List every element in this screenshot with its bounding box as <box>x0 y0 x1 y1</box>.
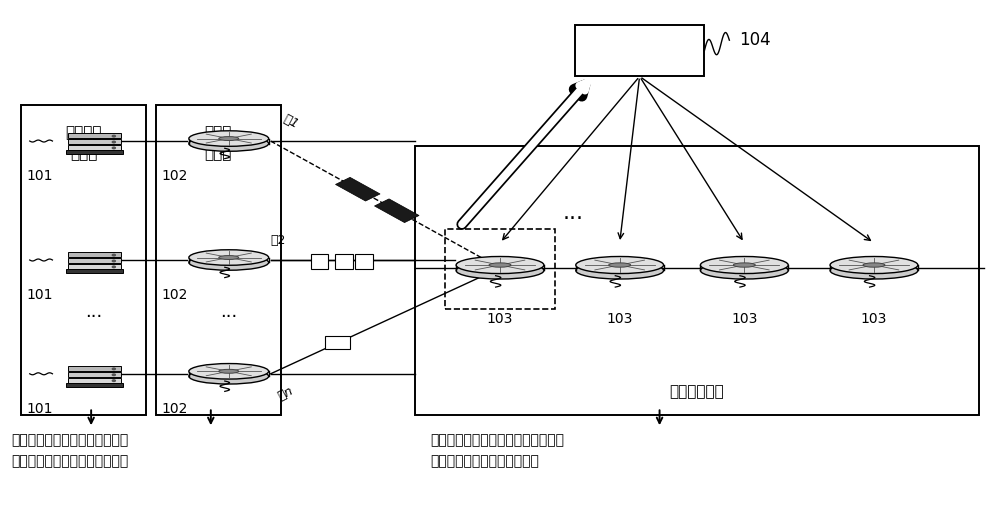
Circle shape <box>112 380 115 382</box>
Ellipse shape <box>830 262 918 279</box>
Text: 由用户侧设备或上游设备确定流
量特征数据，携带在数据报文中: 由用户侧设备或上游设备确定流 量特征数据，携带在数据报文中 <box>11 433 129 468</box>
Ellipse shape <box>189 363 269 379</box>
Text: 流n: 流n <box>276 384 295 403</box>
Text: 101: 101 <box>26 289 53 303</box>
Text: ···: ··· <box>86 308 103 326</box>
FancyBboxPatch shape <box>68 366 121 371</box>
Text: 104: 104 <box>739 31 771 49</box>
FancyBboxPatch shape <box>68 252 121 257</box>
Text: 103: 103 <box>606 311 633 326</box>
Polygon shape <box>336 177 380 201</box>
FancyBboxPatch shape <box>68 264 121 269</box>
FancyBboxPatch shape <box>156 105 281 415</box>
FancyBboxPatch shape <box>311 254 328 269</box>
Ellipse shape <box>189 255 269 270</box>
FancyBboxPatch shape <box>335 254 353 269</box>
Circle shape <box>112 141 115 143</box>
Text: 流1: 流1 <box>281 112 300 131</box>
FancyBboxPatch shape <box>415 146 979 415</box>
FancyBboxPatch shape <box>66 383 123 386</box>
Circle shape <box>112 374 115 375</box>
FancyBboxPatch shape <box>68 145 121 150</box>
FancyBboxPatch shape <box>68 372 121 376</box>
Circle shape <box>112 135 115 137</box>
Ellipse shape <box>700 262 788 279</box>
Ellipse shape <box>576 256 664 274</box>
Ellipse shape <box>189 250 269 265</box>
Text: 多个用户
侧设备: 多个用户 侧设备 <box>65 125 102 162</box>
FancyBboxPatch shape <box>66 150 123 154</box>
FancyBboxPatch shape <box>355 254 373 269</box>
Ellipse shape <box>189 369 269 384</box>
FancyBboxPatch shape <box>66 269 123 273</box>
Circle shape <box>112 260 115 262</box>
FancyBboxPatch shape <box>68 139 121 144</box>
FancyBboxPatch shape <box>68 133 121 138</box>
Text: 102: 102 <box>161 402 187 416</box>
Text: 由网络节点根据数据报文携带的流量
特征数据，确定数据转发策略: 由网络节点根据数据报文携带的流量 特征数据，确定数据转发策略 <box>430 433 564 468</box>
Ellipse shape <box>189 136 269 151</box>
Text: 多个上
游设备: 多个上 游设备 <box>205 125 232 162</box>
Text: 流2: 流2 <box>271 234 286 247</box>
Text: ···: ··· <box>562 209 583 229</box>
Text: 102: 102 <box>161 170 187 184</box>
Ellipse shape <box>219 369 239 373</box>
FancyBboxPatch shape <box>325 336 350 349</box>
Text: 102: 102 <box>161 289 187 303</box>
Circle shape <box>112 368 115 370</box>
Text: 103: 103 <box>861 311 887 326</box>
Text: 多个网络节点: 多个网络节点 <box>670 385 724 400</box>
Ellipse shape <box>863 263 885 267</box>
Ellipse shape <box>456 256 544 274</box>
FancyBboxPatch shape <box>21 105 146 415</box>
Ellipse shape <box>830 256 918 274</box>
Ellipse shape <box>700 256 788 274</box>
Text: 101: 101 <box>26 402 53 416</box>
Ellipse shape <box>456 262 544 279</box>
Circle shape <box>112 266 115 268</box>
Ellipse shape <box>189 131 269 146</box>
Circle shape <box>112 147 115 149</box>
Ellipse shape <box>609 263 631 267</box>
Ellipse shape <box>489 263 511 267</box>
Text: 控制器: 控制器 <box>625 42 655 59</box>
FancyBboxPatch shape <box>68 258 121 263</box>
FancyBboxPatch shape <box>575 24 704 76</box>
Circle shape <box>112 254 115 256</box>
Text: 101: 101 <box>26 170 53 184</box>
Polygon shape <box>375 199 419 223</box>
Ellipse shape <box>219 137 239 140</box>
Text: 103: 103 <box>487 311 513 326</box>
FancyBboxPatch shape <box>68 378 121 383</box>
Ellipse shape <box>733 263 755 267</box>
Text: 103: 103 <box>731 311 758 326</box>
Text: ···: ··· <box>220 308 237 326</box>
Ellipse shape <box>576 262 664 279</box>
Ellipse shape <box>219 255 239 259</box>
